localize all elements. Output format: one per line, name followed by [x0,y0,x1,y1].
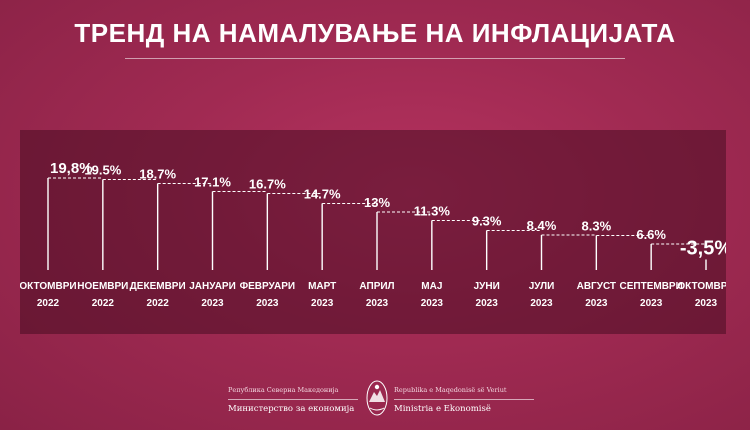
tick-label: ДЕКЕМВРИ [130,281,186,292]
value-label: 19.5% [84,163,121,178]
tick-label: ЈУЛИ [529,281,555,292]
value-label: 18.7% [139,167,176,182]
value-label: 8.4% [527,218,557,233]
value-label: 11.3% [414,204,451,219]
value-label: 6.6% [636,227,666,242]
republic-name-mk: Република Северна Македонија [228,386,339,394]
tick-label: 2022 [92,298,115,309]
value-label: 8.3% [582,219,612,234]
tick-label: ОКТОМВРИ [20,281,77,292]
tick-label: 2023 [366,298,389,309]
tick-label: 2023 [530,298,553,309]
tick-label: ЈУНИ [474,281,500,292]
tick-label: 2023 [311,298,334,309]
tick-label: МАЈ [421,281,442,292]
tick-label: 2023 [476,298,499,309]
value-label: 14.7% [304,187,341,202]
tick-label: 2023 [695,298,718,309]
value-label: 19,8% [50,160,93,177]
tick-label: НОЕМВРИ [77,281,128,292]
page-title: ТРЕНД НА НАМАЛУВАЊЕ НА ИНФЛАЦИЈАТА [74,18,676,48]
inflation-chart: 19,8% ОКТОМВРИ 2022 19.5% НОЕМВРИ 2022 18.7% ДЕ… [20,160,726,309]
ministry-al: Republika e Maqedonisë së Veriut Ministr… [394,386,534,414]
tick-label: 2023 [256,298,279,309]
footer: Република Северна Македонија Министерств… [0,378,750,423]
tick-label: ОКТОМВРИ [677,281,726,292]
value-label: 16.7% [249,177,286,192]
value-label: 17.1% [194,175,231,190]
value-label: -3,5% [680,238,726,260]
tick-label: 2023 [201,298,224,309]
tick-label: АВГУСТ [577,281,616,292]
title-divider [125,58,625,59]
tick-label: 2022 [147,298,170,309]
tick-label: 2023 [640,298,663,309]
tick-label: 2022 [37,298,60,309]
coat-of-arms-icon [366,380,388,416]
tick-label: 2023 [585,298,608,309]
ministry-name-al: Ministria e Ekonomisë [394,399,534,414]
tick-label: ЈАНУАРИ [189,281,236,292]
tick-label: СЕПТЕМВРИ [620,281,683,292]
tick-label: 2023 [421,298,444,309]
ministry-name-mk: Министерство за економија [228,399,358,414]
tick-label: МАРТ [308,281,336,292]
republic-name-al: Republika e Maqedonisë së Veriut [394,386,507,394]
tick-label: ФЕВРУАРИ [240,281,296,292]
value-label: 13% [364,195,390,210]
ministry-mk: Република Северна Македонија Министерств… [228,386,358,414]
chart-panel: 19,8% ОКТОМВРИ 2022 19.5% НОЕМВРИ 2022 18.7% ДЕ… [20,130,726,334]
value-label: 9.3% [472,214,502,229]
tick-label: АПРИЛ [359,281,394,292]
